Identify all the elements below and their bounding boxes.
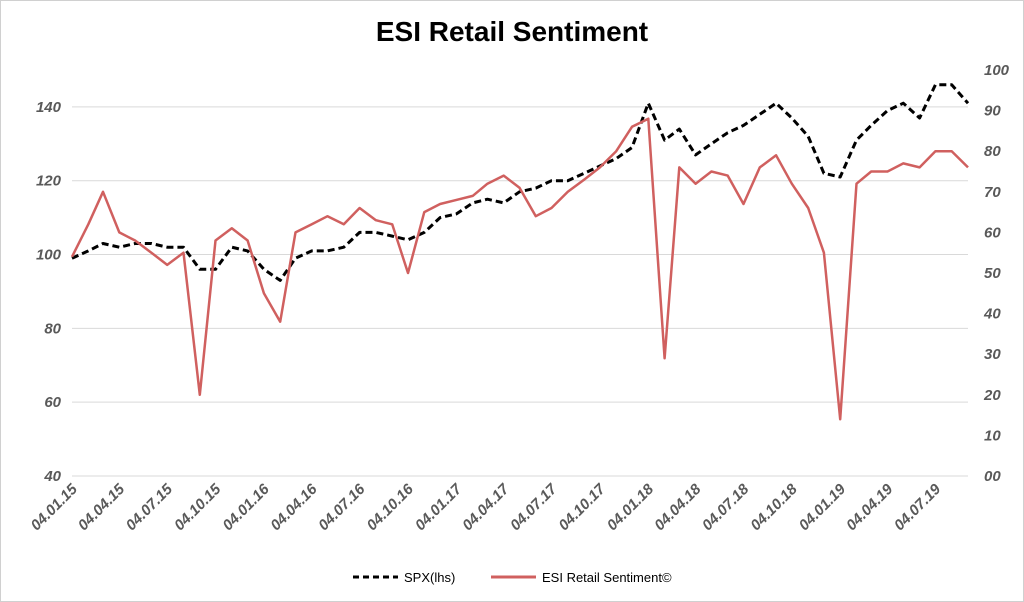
left-y-tick-label: 140 <box>36 99 62 116</box>
right-y-tick-label: 00 <box>984 468 1001 485</box>
left-y-tick-label: 120 <box>36 173 62 190</box>
gridlines <box>72 106 968 477</box>
left-y-axis: 40 60 80 100 120 140 <box>36 99 62 485</box>
series-layer <box>70 83 970 421</box>
right-y-tick-label: 30 <box>984 346 1001 363</box>
legend: SPX(lhs) ESI Retail Sentiment© <box>353 570 672 585</box>
left-y-tick-label: 40 <box>43 468 61 485</box>
right-y-tick-label: 70 <box>984 184 1001 201</box>
right-y-tick-label: 100 <box>984 62 1010 79</box>
legend-label-esi: ESI Retail Sentiment© <box>542 570 672 585</box>
right-y-tick-label: 60 <box>984 224 1001 241</box>
right-y-tick-label: 90 <box>984 103 1001 120</box>
right-y-tick-label: 80 <box>984 143 1001 160</box>
series-spx-line <box>71 83 970 282</box>
legend-label-spx: SPX(lhs) <box>404 570 455 585</box>
right-y-tick-label: 50 <box>984 265 1001 282</box>
chart-title: ESI Retail Sentiment <box>376 16 648 47</box>
left-y-tick-label: 80 <box>44 320 61 337</box>
right-y-tick-label: 10 <box>984 427 1001 444</box>
right-y-tick-label: 20 <box>983 387 1001 404</box>
right-y-tick-label: 40 <box>983 306 1001 323</box>
right-y-axis: 00 10 20 30 40 50 60 70 80 90 100 <box>983 62 1010 485</box>
series-esi-line <box>70 117 969 421</box>
left-y-tick-label: 100 <box>36 247 62 264</box>
left-y-tick-label: 60 <box>44 394 61 411</box>
